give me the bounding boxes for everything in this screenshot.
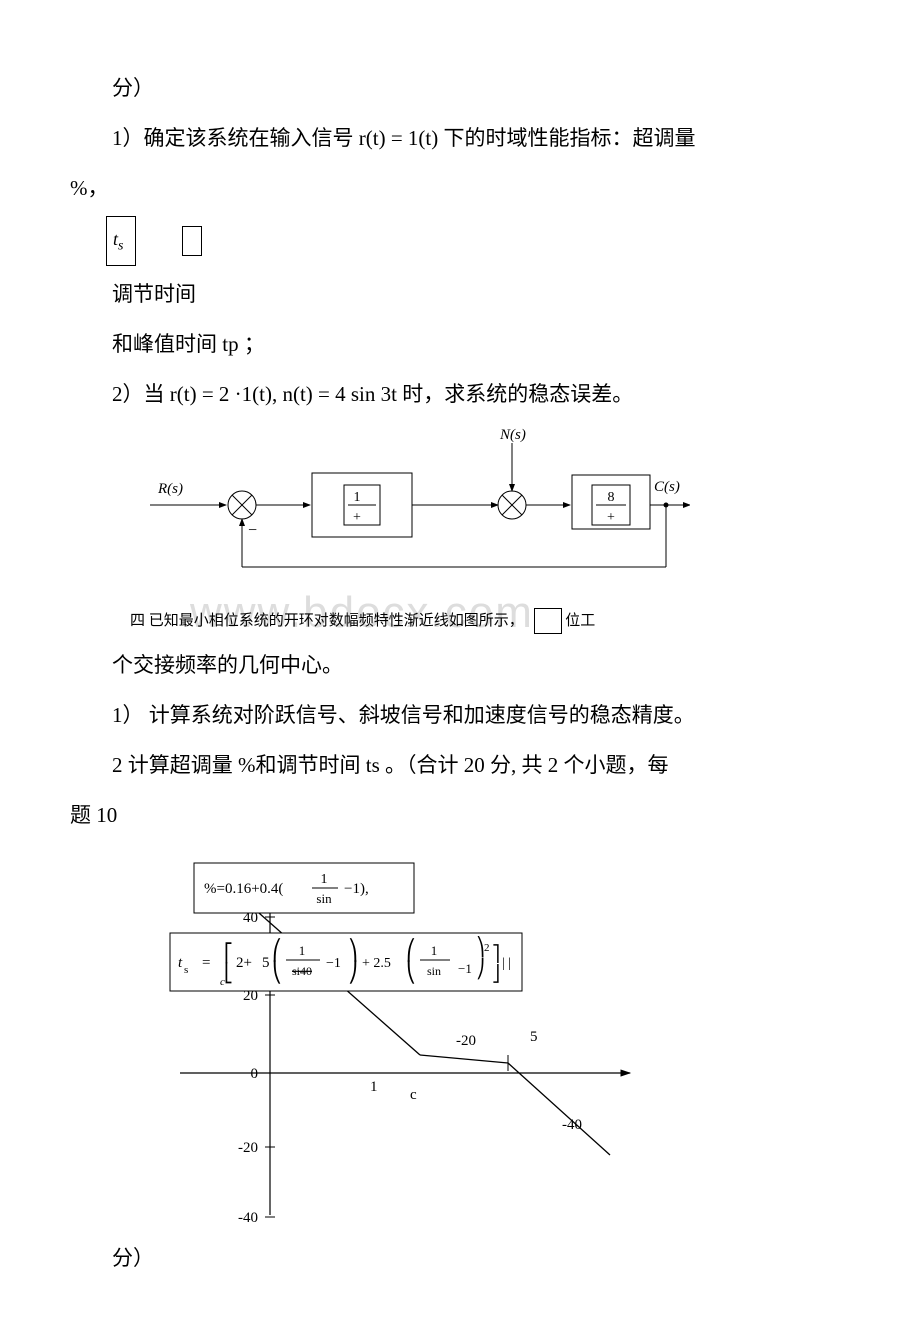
line-pct: %， xyxy=(70,166,850,210)
svg-text:+: + xyxy=(353,510,361,525)
svg-text:-40: -40 xyxy=(238,1210,258,1225)
line-fen-2: 分） xyxy=(70,1236,850,1280)
svg-text:−: − xyxy=(248,522,257,539)
svg-text:R(s): R(s) xyxy=(157,481,183,497)
svg-text:8: 8 xyxy=(608,490,615,505)
svg-text:1: 1 xyxy=(299,943,306,958)
svg-text:−1),: −1), xyxy=(344,881,369,897)
svg-text:N(s): N(s) xyxy=(499,427,526,443)
svg-text:5: 5 xyxy=(530,1029,538,1045)
svg-text:5: 5 xyxy=(262,955,270,971)
ts-row: ts xyxy=(70,216,850,266)
svg-text:⎦: ⎦ xyxy=(492,964,500,983)
svg-text:-20: -20 xyxy=(456,1033,476,1049)
svg-text:c: c xyxy=(220,976,225,988)
ts-sub: s xyxy=(118,239,123,254)
truncated-box xyxy=(534,608,562,634)
svg-text:⎤: ⎤ xyxy=(492,944,500,964)
svg-text:⎠: ⎠ xyxy=(348,960,358,984)
bode-plot-svg: 40200-20-40L( )/d1c5-20-40%=0.16+0.4(1si… xyxy=(110,845,650,1225)
svg-text:sin: sin xyxy=(427,964,441,978)
line-peak: 和峰值时间 tp ； xyxy=(70,322,850,366)
svg-text:C(s): C(s) xyxy=(654,479,680,495)
empty-box-1 xyxy=(182,226,202,256)
line-1: 1）确定该系统在输入信号 r(t) = 1(t) 下的时域性能指标：超调量 xyxy=(70,116,850,160)
svg-text:1: 1 xyxy=(370,1079,378,1095)
line-calc2a: 2 计算超调量 %和调节时间 ts 。（合计 20 分, 共 2 个小题，每 xyxy=(70,743,850,787)
svg-text:s: s xyxy=(184,964,188,976)
svg-text:2+: 2+ xyxy=(236,955,252,971)
svg-text:⎞: ⎞ xyxy=(348,938,358,963)
line-tiaojie: 调节时间 xyxy=(70,272,850,316)
block-diagram-svg: N(s) R(s) − 1 +8 + C(s) xyxy=(130,425,690,595)
ts-box: ts xyxy=(106,216,136,266)
svg-text:1: 1 xyxy=(431,943,438,958)
line-calc2b: 题 10 xyxy=(70,793,850,837)
svg-text:−1: −1 xyxy=(458,961,472,976)
svg-text:si40: si40 xyxy=(292,964,312,978)
svg-text:-40: -40 xyxy=(562,1117,582,1133)
line-crossfreq: 个交接频率的几何中心。 xyxy=(70,643,850,687)
svg-text:%=0.16+0.4(: %=0.16+0.4( xyxy=(204,881,283,897)
svg-text:⎡: ⎡ xyxy=(224,942,233,964)
svg-text:+ 2.5: + 2.5 xyxy=(362,956,391,971)
line-fen-1: 分） xyxy=(70,66,850,110)
svg-text:1: 1 xyxy=(354,490,361,505)
svg-text:+: + xyxy=(607,510,615,525)
svg-text:−1: −1 xyxy=(326,956,341,971)
truncated-row: 四 已知最小相位系统的开环对数幅频特性渐近线如图所示， 位工 xyxy=(130,606,850,638)
svg-text:⎠: ⎠ xyxy=(476,958,485,980)
truncated-tail: 位工 xyxy=(565,613,595,629)
svg-text:⎛: ⎛ xyxy=(272,938,282,963)
svg-text:⎝: ⎝ xyxy=(272,960,282,984)
svg-text:0: 0 xyxy=(251,1066,259,1082)
block-diagram: N(s) R(s) − 1 +8 + C(s) xyxy=(130,425,850,600)
svg-text:1: 1 xyxy=(321,872,328,887)
svg-text:⎣: ⎣ xyxy=(224,962,233,984)
svg-text:⎝: ⎝ xyxy=(406,960,416,984)
svg-text:-20: -20 xyxy=(238,1140,258,1156)
truncated-text: 四 已知最小相位系统的开环对数幅频特性渐近线如图所示， xyxy=(130,613,524,629)
svg-text:| |: | | xyxy=(502,956,511,971)
bode-plot: 40200-20-40L( )/d1c5-20-40%=0.16+0.4(1si… xyxy=(110,845,850,1230)
line-2: 2）当 r(t) = 2 ·1(t), n(t) = 4 sin 3t 时，求系… xyxy=(70,372,850,416)
svg-text:c: c xyxy=(410,1087,417,1103)
svg-text:sin: sin xyxy=(316,891,332,906)
line-calc1: 1） 计算系统对阶跃信号、斜坡信号和加速度信号的稳态精度。 xyxy=(70,693,850,737)
svg-text:=: = xyxy=(202,955,210,971)
svg-text:⎛: ⎛ xyxy=(406,938,416,963)
svg-text:2: 2 xyxy=(484,942,490,954)
line-1-text: 1）确定该系统在输入信号 r(t) = 1(t) 下的时域性能指标：超调量 xyxy=(112,126,695,150)
